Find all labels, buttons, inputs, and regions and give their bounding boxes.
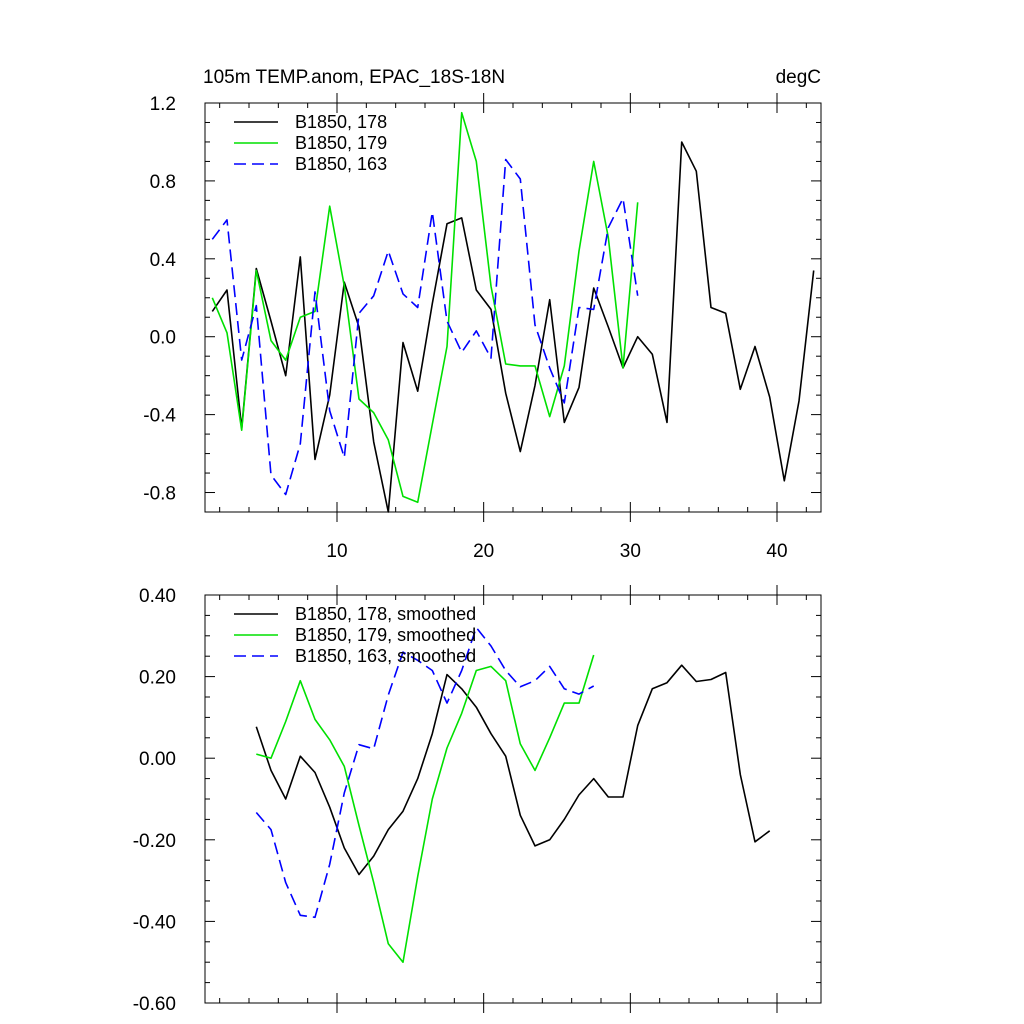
y-tick-label: -0.4 bbox=[143, 406, 176, 427]
chart-title: 105m TEMP.anom, EPAC_18S-18N bbox=[203, 67, 505, 88]
legend-label: B1850, 178, smoothed bbox=[295, 604, 476, 624]
x-tick-label: 10 bbox=[326, 541, 347, 562]
y-tick-label: 0.40 bbox=[139, 586, 176, 607]
y-tick-label: 1.2 bbox=[150, 94, 176, 115]
y-tick-label: 0.00 bbox=[139, 749, 176, 770]
x-tick-label: 20 bbox=[473, 541, 494, 562]
y-tick-label: -0.8 bbox=[143, 484, 176, 505]
legend-label: B1850, 163 bbox=[295, 154, 387, 174]
legend-label: B1850, 179 bbox=[295, 133, 387, 153]
x-tick-label: 40 bbox=[766, 541, 787, 562]
series-line-1 bbox=[255, 664, 771, 876]
y-tick-label: 0.8 bbox=[150, 172, 176, 193]
y-tick-label: -0.20 bbox=[133, 831, 176, 852]
units-label: degC bbox=[776, 67, 821, 88]
series-line-2 bbox=[211, 111, 639, 504]
series-line-3 bbox=[211, 158, 639, 496]
y-tick-label: -0.40 bbox=[133, 912, 176, 933]
y-tick-label: 0.0 bbox=[150, 328, 176, 349]
legend-label: B1850, 179, smoothed bbox=[295, 625, 476, 645]
series-line-2 bbox=[256, 654, 595, 964]
x-tick-label: 30 bbox=[620, 541, 641, 562]
legend-label: B1850, 163, smoothed bbox=[295, 646, 476, 666]
legend-label: B1850, 178 bbox=[295, 112, 387, 132]
series-line-1 bbox=[211, 141, 815, 513]
series-line-3 bbox=[255, 626, 595, 919]
y-tick-label: 0.20 bbox=[139, 668, 176, 689]
bottom-panel: -0.60 -0.40 -0.20 0.00 0.20 0.40 B1850, 178, s… bbox=[133, 585, 822, 1015]
y-tick-label: -0.60 bbox=[133, 994, 176, 1015]
y-tick-label: 0.4 bbox=[150, 250, 177, 271]
